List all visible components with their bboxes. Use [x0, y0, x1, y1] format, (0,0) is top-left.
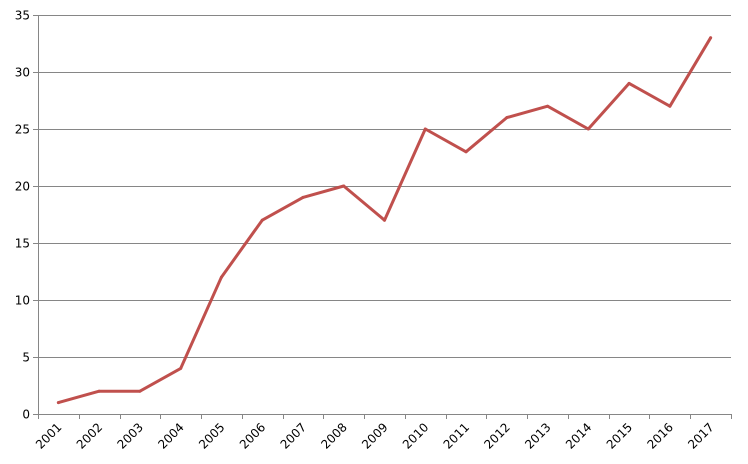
data-point: [505, 116, 509, 120]
data-point: [342, 184, 346, 188]
data-point: [668, 104, 672, 108]
data-point: [97, 389, 101, 393]
data-point: [301, 195, 305, 199]
x-tick-label: 2015: [604, 420, 635, 451]
data-point: [179, 366, 183, 370]
y-tick-label: 5: [22, 351, 30, 365]
data-point: [260, 218, 264, 222]
data-point: [219, 275, 223, 279]
y-tick-label: 25: [15, 123, 30, 137]
data-point: [627, 81, 631, 85]
data-point: [464, 150, 468, 154]
x-tick-label: 2010: [400, 420, 431, 451]
x-tick-label: 2017: [685, 420, 716, 451]
y-tick-label: 35: [15, 9, 30, 23]
series-group: [56, 36, 713, 405]
data-point: [383, 218, 386, 222]
y-tick-label: 0: [22, 408, 30, 422]
x-tick-label: 2006: [237, 420, 268, 451]
y-tick-label: 20: [15, 180, 30, 194]
x-tick-label: 2011: [441, 420, 472, 451]
y-tick-label: 10: [15, 294, 30, 308]
data-point: [423, 127, 427, 131]
x-tick-label: 2013: [522, 420, 553, 451]
x-tick-label: 2004: [155, 420, 186, 451]
x-tick-label: 2005: [196, 420, 227, 451]
x-tick-label: 2001: [33, 420, 64, 451]
x-tick-label: 2007: [278, 420, 309, 451]
x-tick-label: 2002: [74, 420, 105, 451]
y-tick-label: 15: [15, 237, 30, 251]
data-point: [586, 127, 590, 131]
x-tick-label: 2016: [644, 420, 675, 451]
x-tick-label: 2012: [481, 420, 512, 451]
gridlines: [38, 15, 731, 358]
x-tick-label: 2014: [563, 420, 594, 451]
data-point: [56, 401, 60, 405]
x-axis: 2001 2002 2003 2004 2005 2006 2007 2008 2009 2010…: [33, 414, 732, 452]
x-tick-label: 2003: [115, 420, 146, 451]
x-tick-label: 2008: [318, 420, 349, 451]
y-axis: 0 5 10 15 20 25 30 35: [15, 9, 39, 422]
data-point: [709, 36, 713, 40]
y-tick-label: 30: [15, 66, 30, 80]
data-point: [546, 104, 550, 108]
data-point: [138, 389, 142, 393]
x-tick-label: 2009: [359, 420, 390, 451]
